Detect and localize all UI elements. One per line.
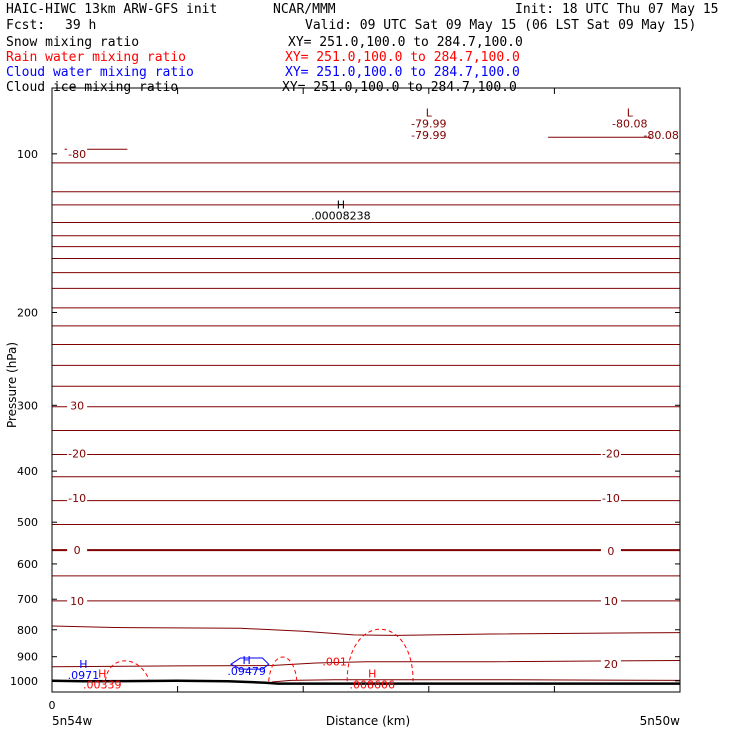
label-background: [67, 447, 88, 459]
x-start-label: 0: [49, 699, 56, 712]
label-background: [418, 128, 439, 140]
y-tick-label: 100: [17, 148, 38, 161]
extremum-marker: H: [243, 654, 251, 667]
extremum-value: .00008238: [311, 210, 371, 223]
temperature-label: -10: [68, 492, 86, 505]
terrain-line: [51, 679, 680, 685]
temperature-label: 10: [70, 595, 84, 608]
y-tick-label: 1000: [10, 675, 38, 688]
y-tick-label: 300: [17, 399, 38, 412]
y-axis-label: Pressure (hPa): [5, 342, 19, 428]
cloud-water-contours: [230, 657, 270, 670]
temperature-contour: [271, 679, 681, 683]
label-background: [600, 492, 621, 504]
cloud-water-contour: [230, 657, 270, 670]
temperature-contour: [51, 625, 681, 636]
label-background: [67, 492, 88, 504]
rain-contour: [104, 660, 150, 682]
temperature-label: -80.08: [643, 129, 678, 142]
y-tick-label: 500: [17, 516, 38, 529]
init-time: Init: 18 UTC Thu 07 May 15: [515, 2, 719, 17]
field-xy-snow: XY= 251.0,100.0 to 284.7,100.0: [288, 35, 523, 50]
y-tick-label: 200: [17, 306, 38, 319]
label-background: [67, 399, 88, 411]
y-tick-label: 900: [17, 651, 38, 664]
extremum-marker: L: [426, 107, 433, 120]
extremum-value: .09479: [227, 665, 266, 678]
y-tick-label: 600: [17, 558, 38, 571]
extremum-marker: H: [368, 667, 376, 680]
temperature-label: 20: [604, 658, 618, 671]
y-tick-label: 700: [17, 593, 38, 606]
label-background: [67, 594, 88, 606]
label-background: [67, 147, 88, 159]
rain-contour: [346, 628, 414, 682]
label-background: [600, 594, 621, 606]
extremum-value: .0971: [68, 669, 100, 682]
plot-frame: [51, 87, 681, 693]
extremum-value: -80.08: [612, 118, 647, 131]
terrain-surface: [51, 679, 680, 685]
temperature-label: 0: [74, 544, 81, 557]
label-background: [600, 544, 621, 556]
x-right-location: 5n50w: [640, 714, 681, 728]
rain-contour: [268, 656, 298, 682]
temperature-contour: [51, 660, 681, 668]
extremum-marker: H: [337, 199, 345, 212]
forecast-label: Fcst:: [6, 18, 46, 33]
valid-time: Valid: 09 UTC Sat 09 May 15 (06 LST Sat …: [305, 18, 697, 33]
extremum-value: .00339: [83, 678, 122, 691]
x-left-location: 5n54w: [52, 714, 93, 728]
extremum-marker: L: [627, 107, 634, 120]
temperature-label: 0: [607, 545, 614, 558]
temperature-label: -10: [602, 492, 620, 505]
temperature-label: -80: [68, 148, 86, 161]
label-background: [600, 658, 621, 670]
institution: NCAR/MMM: [273, 2, 336, 17]
field-name-snow: Snow mixing ratio: [6, 35, 140, 50]
extremum-marker: H: [79, 658, 87, 671]
rain-label: .001: [322, 656, 347, 669]
temperature-label: -20: [602, 447, 620, 460]
temperature-label: -20: [68, 447, 86, 460]
temperature-label: 30: [70, 399, 84, 412]
label-background: [651, 128, 672, 140]
field-name-rain: Rain water mixing ratio: [6, 50, 187, 65]
model-title: HAIC-HIWC 13km ARW-GFS init: [6, 2, 218, 17]
label-background: [67, 544, 88, 556]
rain-contours: [104, 628, 414, 682]
x-axis-label: Distance (km): [326, 714, 410, 728]
extremum-value: .008606: [350, 678, 396, 691]
extremum-value: -79.99: [411, 118, 446, 131]
forecast-hours: 39 h: [65, 18, 97, 33]
temperature-label: 10: [604, 595, 618, 608]
label-background: [600, 447, 621, 459]
contour-labels: -80 -79.99 -80.08 30 -20 -20 -10 -10 0 0 10 10 20 .00…: [67, 107, 679, 691]
y-tick-label: 400: [17, 465, 38, 478]
field-xy-cloud-water: XY= 251.0,100.0 to 284.7,100.0: [285, 65, 520, 80]
temperature-contours: [51, 136, 681, 683]
field-name-cloud-water: Cloud water mixing ratio: [6, 65, 194, 80]
temperature-label: -79.99: [411, 129, 446, 142]
y-tick-label: 800: [17, 624, 38, 637]
field-xy-rain: XY= 251.0,100.0 to 284.7,100.0: [285, 50, 520, 65]
extremum-marker: H: [98, 667, 106, 680]
